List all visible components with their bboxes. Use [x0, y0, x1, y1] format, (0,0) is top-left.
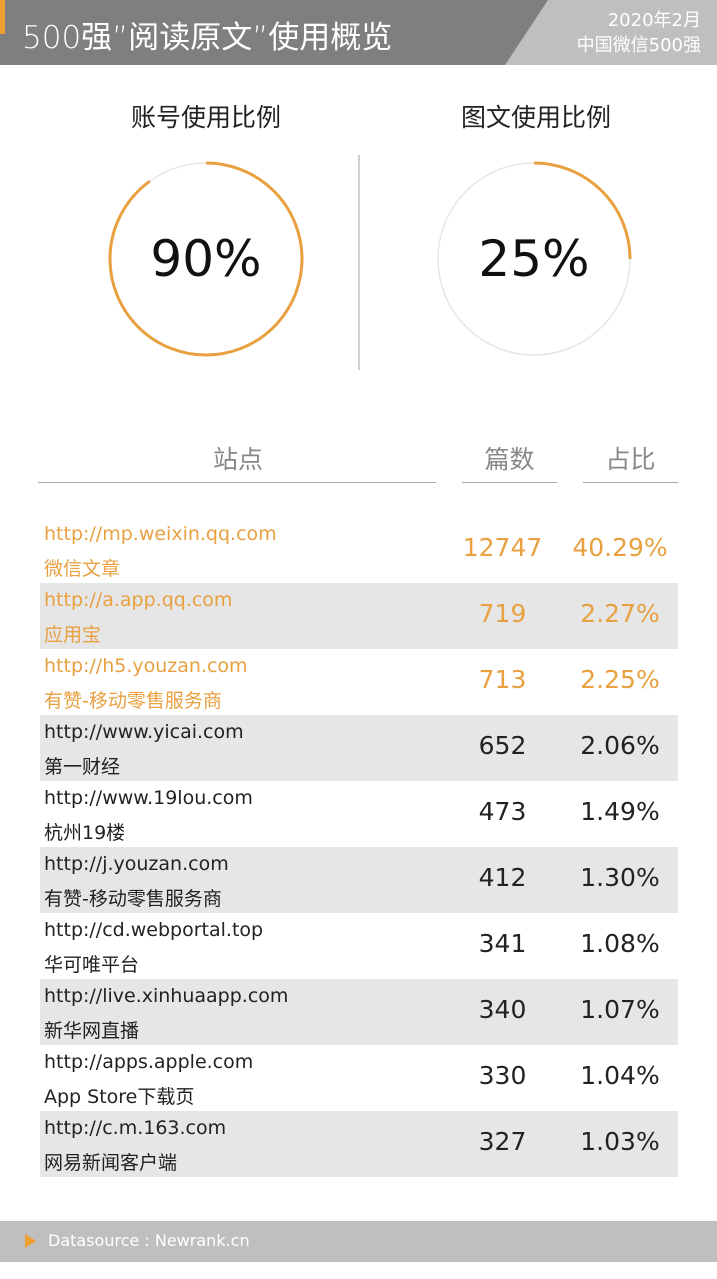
table-row: http://cd.webportal.top 华可唯平台 341 1.08% [40, 913, 678, 979]
site-url: http://h5.youzan.com [44, 655, 248, 677]
table-row: http://h5.youzan.com 有赞-移动零售服务商 713 2.25% [40, 649, 678, 715]
share-percent: 1.49% [580, 797, 660, 826]
article-count: 412 [478, 863, 527, 892]
share-percent: 1.04% [580, 1061, 660, 1090]
site-name: 应用宝 [44, 624, 102, 646]
gauge-value: 90% [150, 230, 262, 288]
header-underline [38, 482, 436, 483]
gauge-articles: 25% [435, 160, 633, 358]
table-row: http://live.xinhuaapp.com 新华网直播 340 1.07% [40, 979, 678, 1045]
article-count: 719 [478, 599, 527, 628]
share-percent: 1.03% [580, 1127, 660, 1156]
site-url: http://www.19lou.com [44, 787, 253, 809]
share-percent: 1.08% [580, 929, 660, 958]
site-name: 有赞-移动零售服务商 [44, 888, 222, 910]
article-count: 473 [478, 797, 527, 826]
play-arrow-icon [25, 1234, 36, 1248]
site-name: 微信文章 [44, 558, 121, 580]
gauge-arc [108, 161, 304, 357]
site-url: http://cd.webportal.top [44, 919, 264, 941]
gauge-title-articles: 图文使用比例 [460, 103, 611, 132]
article-count: 340 [478, 995, 527, 1024]
share-percent: 40.29% [572, 533, 668, 562]
share-percent: 2.25% [580, 665, 660, 694]
site-url: http://j.youzan.com [44, 853, 229, 875]
page-title: 500强”阅读原文”使用概览 [22, 20, 393, 56]
gauge-title-accounts: 账号使用比例 [130, 103, 281, 132]
article-count: 652 [478, 731, 527, 760]
share-percent: 1.07% [580, 995, 660, 1024]
site-url: http://mp.weixin.qq.com [44, 523, 277, 545]
site-url: http://apps.apple.com [44, 1051, 254, 1073]
gauge-accounts: 90% [107, 160, 305, 358]
table-row: http://j.youzan.com 有赞-移动零售服务商 412 1.30% [40, 847, 678, 913]
share-percent: 2.27% [580, 599, 660, 628]
footer-bar: Datasource : Newrank.cn [0, 1221, 717, 1262]
header-underline [462, 482, 557, 483]
article-count: 330 [478, 1061, 527, 1090]
column-header-site: 站点 [212, 445, 263, 474]
article-count: 341 [478, 929, 527, 958]
share-percent: 1.30% [580, 863, 660, 892]
site-name: 杭州19楼 [44, 822, 126, 844]
site-name: 新华网直播 [44, 1020, 140, 1042]
site-name: 有赞-移动零售服务商 [44, 690, 222, 712]
column-header-share: 占比 [605, 445, 656, 474]
gauge-arc [436, 161, 632, 357]
datasource-label: Datasource : Newrank.cn [48, 1231, 250, 1250]
site-name: App Store下载页 [44, 1086, 195, 1108]
gauge-ring [436, 161, 632, 357]
gauge-value: 25% [478, 230, 590, 288]
site-url: http://live.xinhuaapp.com [44, 985, 289, 1007]
header-date: 2020年2月 [607, 10, 701, 31]
article-count: 327 [478, 1127, 527, 1156]
column-header-count: 篇数 [484, 445, 535, 474]
table-row: http://www.19lou.com 杭州19楼 473 1.49% [40, 781, 678, 847]
table-row: http://mp.weixin.qq.com 微信文章 12747 40.29% [40, 517, 678, 583]
table-row: http://a.app.qq.com 应用宝 719 2.27% [40, 583, 678, 649]
header-underline [583, 482, 678, 483]
site-url: http://www.yicai.com [44, 721, 244, 743]
accent-mark [0, 0, 5, 34]
divider [358, 155, 360, 370]
table-row: http://www.yicai.com 第一财经 652 2.06% [40, 715, 678, 781]
share-percent: 2.06% [580, 731, 660, 760]
site-name: 网易新闻客户端 [44, 1152, 178, 1174]
table-row: http://c.m.163.com 网易新闻客户端 327 1.03% [40, 1111, 678, 1177]
header-bar: 500强”阅读原文”使用概览 2020年2月 中国微信500强 [0, 0, 717, 65]
article-count: 713 [478, 665, 527, 694]
header-meta: 2020年2月 中国微信500强 [577, 8, 701, 58]
header-subtitle: 中国微信500强 [576, 35, 701, 56]
table-row: http://apps.apple.com App Store下载页 330 1.04… [40, 1045, 678, 1111]
site-name: 华可唯平台 [44, 954, 140, 976]
site-url: http://c.m.163.com [44, 1117, 227, 1139]
gauge-ring [108, 161, 304, 357]
header-title-panel [0, 0, 548, 65]
article-count: 12747 [462, 533, 543, 562]
site-url: http://a.app.qq.com [44, 589, 233, 611]
site-name: 第一财经 [44, 756, 121, 778]
